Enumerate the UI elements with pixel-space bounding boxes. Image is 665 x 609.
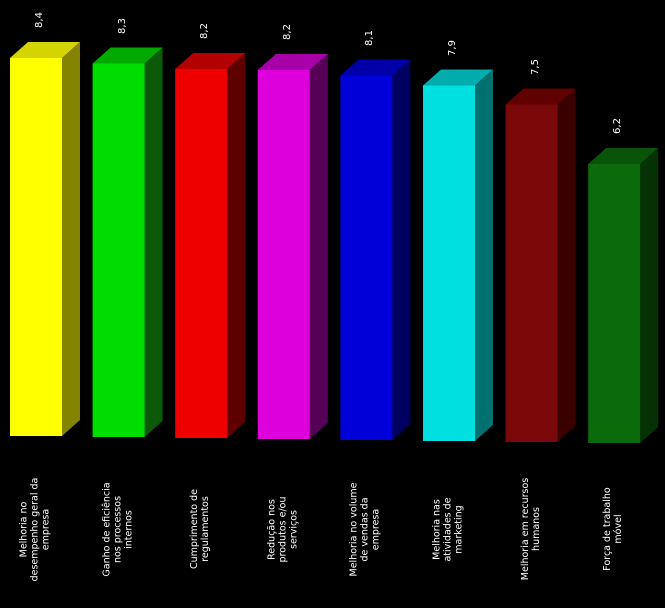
bar-yellow [10,58,62,436]
bar-top-dark-red [505,88,576,105]
bar-blue [340,75,393,440]
bar-side-red [227,53,246,438]
bar-cyan [423,85,475,441]
bar-side-dark-green [640,148,659,443]
bar-magenta [257,70,310,439]
bar-top-cyan [423,69,493,86]
bar-dark-green [588,164,641,443]
bar-side-dark-red [557,88,576,442]
bar-green [92,63,145,437]
bar-top-magenta [257,54,328,70]
bar-side-magenta [309,54,328,439]
bar-top-yellow [10,42,80,58]
bar-dark-red [505,104,558,442]
bar-top-red [175,53,246,69]
bar-top-blue [340,59,411,76]
bar-side-yellow [62,42,80,436]
bar-top-dark-green [588,148,659,164]
bar-side-cyan [475,69,493,441]
bar-side-blue [392,59,411,440]
bar-red [175,69,228,438]
bar-top-green [92,47,163,64]
bar-side-green [144,47,163,437]
